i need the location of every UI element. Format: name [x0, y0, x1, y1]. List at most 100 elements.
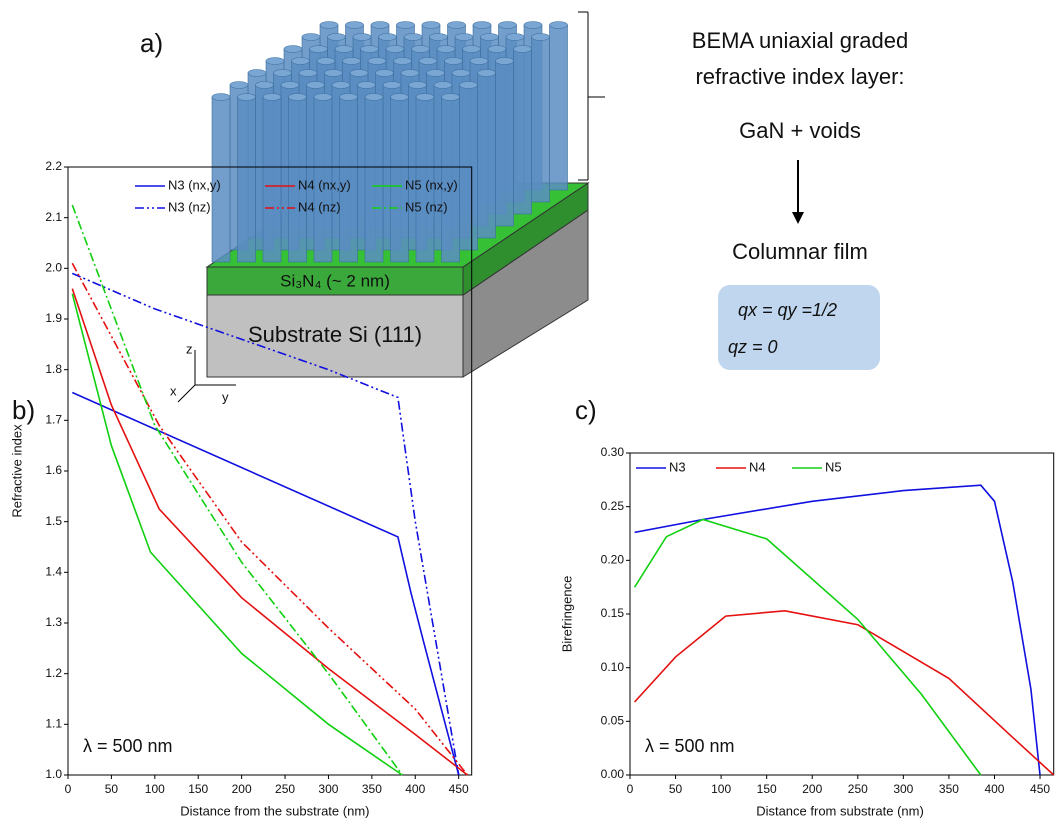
annotation: λ = 500 nm	[83, 736, 173, 756]
nanocolumn-top	[357, 81, 376, 89]
y-axis-label: Refractive index	[9, 424, 24, 518]
y-tick-label: 1.4	[45, 565, 62, 579]
legend-label: N5	[825, 459, 842, 474]
nanocolumn	[237, 96, 256, 263]
description: GaN + voids	[739, 118, 861, 143]
nanocolumn-top	[327, 33, 346, 41]
nanocolumn-top	[418, 57, 438, 65]
axes-icon	[177, 350, 236, 403]
nanocolumn	[531, 36, 550, 203]
y-tick-label: 1.9	[45, 311, 62, 325]
nanocolumn-top	[334, 45, 354, 53]
legend-label: N4	[749, 459, 766, 474]
y-tick-label: 1.5	[45, 514, 62, 528]
nanocolumn-top	[426, 69, 445, 77]
nanocolumn-top	[498, 21, 517, 29]
param: qz = 0	[728, 337, 778, 357]
nanocolumn-top	[345, 21, 364, 29]
nanocolumn-top	[319, 21, 339, 29]
nanocolumn-top	[375, 69, 394, 77]
y-tick-label: 1.8	[45, 362, 62, 376]
nanocolumn	[477, 72, 496, 239]
nanocolumn-top	[349, 69, 369, 77]
nanocolumn-top	[331, 81, 351, 89]
nanocolumn-top	[382, 81, 402, 89]
nanocolumn-top	[313, 93, 333, 101]
diagram: a) Si₃N₄ (~ 2 nm) Substrate Si (111) z x…	[140, 11, 908, 404]
nanocolumn-top	[505, 33, 525, 41]
x-tick-label: 100	[145, 782, 165, 796]
series-line	[634, 609, 1055, 776]
x-axis-label: Distance from substrate (nm)	[756, 803, 924, 818]
nanocolumn-top	[306, 81, 325, 89]
plot-frame	[629, 452, 1055, 776]
param-box	[718, 285, 880, 370]
y-tick-label: 2.0	[45, 261, 62, 275]
y-tick-label: 2.2	[45, 159, 62, 173]
y-tick-label: 1.7	[45, 413, 62, 427]
y-tick-label: 1.3	[45, 615, 62, 629]
x-tick-label: 350	[362, 782, 382, 796]
nanocolumn-top	[396, 21, 415, 29]
nanocolumn-top	[237, 93, 256, 101]
nanocolumn-top	[429, 33, 448, 41]
nanocolumn-top	[273, 69, 292, 77]
legend-label: N4 (nz)	[298, 199, 341, 214]
y-tick-label: 0.20	[601, 553, 625, 567]
nanocolumn-top	[283, 45, 303, 53]
nanocolumn-top	[378, 33, 397, 41]
nanocolumn-top	[523, 21, 543, 29]
nanocolumn-top	[367, 57, 387, 65]
layer-label: Si₃N₄ (~ 2 nm)	[280, 271, 390, 290]
panel-label: c)	[575, 395, 597, 425]
nanocolumn-top	[370, 21, 390, 29]
x-tick-label: 300	[893, 782, 913, 796]
series-line	[71, 204, 403, 776]
y-tick-label: 2.1	[45, 210, 62, 224]
y-axis-label: Birefringence	[559, 576, 574, 653]
nanocolumn-top	[364, 93, 384, 101]
axis-z: z	[186, 341, 193, 356]
legend-label: N3	[669, 459, 686, 474]
nanocolumn-top	[324, 69, 343, 77]
nanocolumn-top	[262, 93, 282, 101]
x-tick-label: 250	[275, 782, 295, 796]
nanocolumn-top	[247, 69, 267, 77]
y-tick-label: 0.10	[601, 660, 625, 674]
chart: b) 0 50 100 150 200 250 300 350 400 450 1.0 1.1 1.2 1.…	[9, 159, 473, 818]
series-line	[71, 262, 469, 776]
layer-front	[206, 266, 464, 296]
description: BEMA uniaxial graded	[692, 28, 908, 53]
nanocolumn-top	[513, 45, 532, 53]
x-tick-label: 400	[405, 782, 425, 796]
nanocolumn-top	[472, 21, 492, 29]
x-tick-label: 50	[105, 782, 119, 796]
nanocolumn-top	[288, 93, 307, 101]
nanocolumn-top	[403, 33, 423, 41]
y-tick-label: 0.30	[601, 445, 625, 459]
nanocolumn	[495, 60, 514, 227]
series-line	[633, 518, 982, 776]
nanocolumn-top	[477, 69, 496, 77]
nanocolumn-top	[280, 81, 300, 89]
y-tick-label: 0.05	[601, 714, 625, 728]
result: Columnar film	[732, 239, 868, 264]
nanocolumn-top	[229, 81, 249, 89]
nanocolumn-top	[265, 57, 285, 65]
nanocolumn-top	[480, 33, 499, 41]
series-line	[634, 484, 1041, 776]
axis-x: x	[170, 383, 177, 398]
param: qx = qy =1/2	[738, 300, 837, 320]
y-tick-label: 1.2	[45, 666, 62, 680]
x-axis-label: Distance from the substrate (nm)	[180, 803, 369, 818]
y-tick-label: 0.00	[601, 767, 625, 781]
nanocolumn-top	[454, 33, 474, 41]
nanocolumn-top	[255, 81, 274, 89]
nanocolumn	[262, 96, 282, 263]
nanocolumn-top	[531, 33, 550, 41]
nanocolumn	[364, 96, 384, 263]
chart: c) 0 50 100 150 200 250 300 350 400 450 0.00 0.05 0.1…	[559, 395, 1055, 818]
x-tick-label: 200	[802, 782, 822, 796]
nanocolumn-top	[469, 57, 489, 65]
arrow-head	[792, 212, 804, 224]
